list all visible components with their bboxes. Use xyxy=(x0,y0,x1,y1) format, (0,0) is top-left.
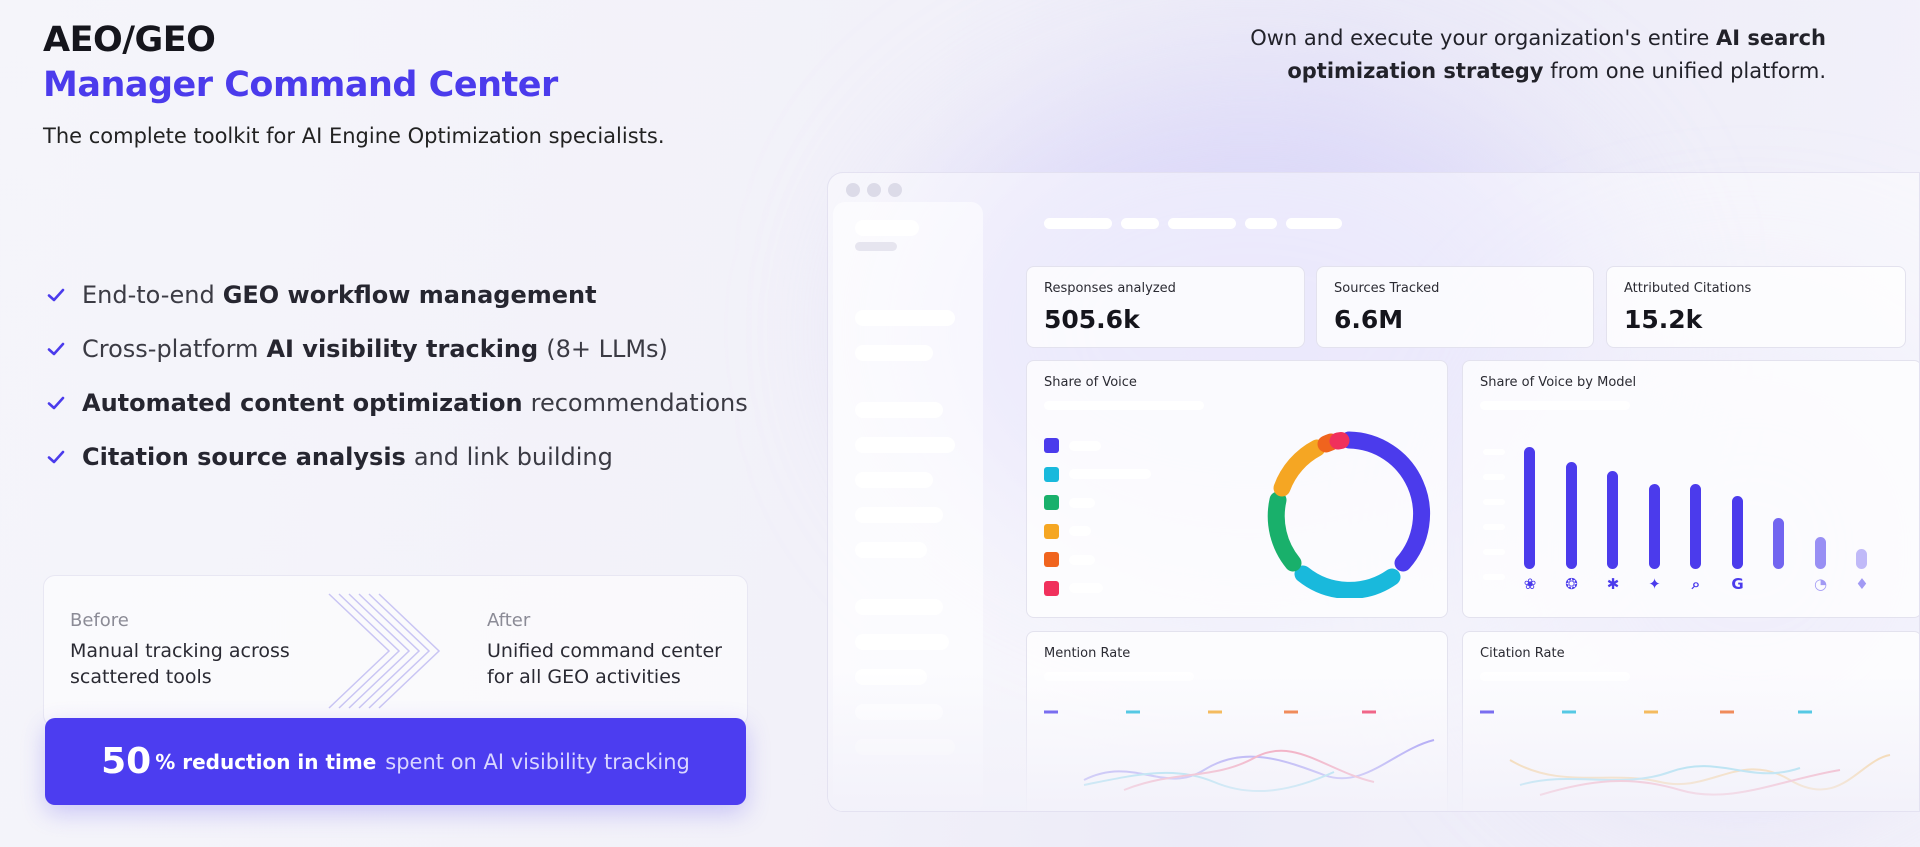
before-after-card: Before Manual tracking across scattered … xyxy=(43,575,748,727)
dashboard-mockup: Responses analyzed 505.6k Sources Tracke… xyxy=(827,172,1920,812)
kpi-value: 15.2k xyxy=(1624,305,1703,334)
google-icon: G xyxy=(1731,575,1744,593)
copilot-icon: ◔ xyxy=(1813,575,1828,593)
check-icon xyxy=(47,450,65,464)
legend-item xyxy=(1044,438,1101,453)
stat-banner: 50 % reduction in time spent on AI visib… xyxy=(45,718,746,805)
donut-segment xyxy=(1340,431,1431,572)
chevron-right-icon xyxy=(328,593,441,709)
card-title: Share of Voice by Model xyxy=(1480,375,1637,390)
check-icon xyxy=(47,288,65,302)
model-bar xyxy=(1565,461,1577,569)
after-column: After Unified command center for all GEO… xyxy=(487,608,747,690)
share-of-voice-donut xyxy=(1267,431,1431,598)
card-title: Citation Rate xyxy=(1480,646,1565,661)
legend-item xyxy=(1044,580,1103,596)
gemini-icon: ✦ xyxy=(1648,575,1661,593)
before-column: Before Manual tracking across scattered … xyxy=(70,608,330,690)
mention-rate-chart xyxy=(1044,710,1435,792)
feature-item: Cross-platform AI visibility tracking (8+ … xyxy=(46,322,748,376)
page-title: AEO/GEO xyxy=(43,20,216,60)
donut-segment xyxy=(1267,491,1302,572)
before-text: Manual tracking across scattered tools xyxy=(70,640,290,688)
legend-item xyxy=(1044,466,1151,482)
model-bar xyxy=(1814,537,1826,569)
model-bar xyxy=(1856,549,1867,569)
stat-number: 50 xyxy=(101,741,152,782)
model-bar xyxy=(1731,495,1743,569)
model-bar xyxy=(1690,483,1701,569)
kpi-card: Responses analyzed 505.6k xyxy=(1026,266,1305,348)
legend-item xyxy=(1044,523,1091,539)
legend-item xyxy=(1044,552,1095,567)
check-icon xyxy=(47,342,65,356)
model-bar xyxy=(1524,447,1535,569)
mock-sidebar xyxy=(833,202,983,811)
window-controls xyxy=(846,183,902,197)
feature-item: Automated content optimization recommenda… xyxy=(46,376,748,430)
citation-rate-chart xyxy=(1480,710,1891,796)
kpi-label: Responses analyzed xyxy=(1044,281,1176,296)
intro-text: Own and execute your organization's enti… xyxy=(1250,26,1826,83)
kpi-card: Sources Tracked 6.6M xyxy=(1316,266,1594,348)
tagline: The complete toolkit for AI Engine Optim… xyxy=(43,124,665,148)
page-subtitle: Manager Command Center xyxy=(43,65,558,105)
card-title: Share of Voice xyxy=(1044,375,1137,390)
perplexity-icon: ✱ xyxy=(1606,575,1620,593)
donut-segment xyxy=(1273,439,1326,497)
check-icon xyxy=(47,396,65,410)
donut-segment xyxy=(1329,432,1350,450)
after-label: After xyxy=(487,610,531,631)
before-label: Before xyxy=(70,610,129,631)
kpi-label: Sources Tracked xyxy=(1334,281,1440,296)
claude-icon: ❂ xyxy=(1565,575,1578,593)
feature-item: End-to-end GEO workflow management xyxy=(46,268,748,322)
card-title: Mention Rate xyxy=(1044,646,1131,661)
kpi-value: 505.6k xyxy=(1044,305,1140,334)
kpi-label: Attributed Citations xyxy=(1624,281,1752,296)
share-of-voice-card: Share of Voice xyxy=(1026,360,1448,618)
stat-bold: % reduction in time xyxy=(155,749,377,774)
other-icon: ♦ xyxy=(1855,575,1869,593)
model-bar xyxy=(1648,483,1660,569)
stat-rest: spent on AI visibility tracking xyxy=(385,749,690,774)
search-icon: ⌕ xyxy=(1691,575,1701,593)
citation-rate-card: Citation Rate xyxy=(1462,631,1919,811)
model-bar xyxy=(1607,471,1618,569)
kpi-value: 6.6M xyxy=(1334,305,1404,334)
share-by-model-card: Share of Voice by Model ❀ ❂ ✱ ✦ ⌕ G ◔ ♦ xyxy=(1462,360,1919,618)
after-text: Unified command center for all GEO activ… xyxy=(487,640,722,688)
kpi-card: Attributed Citations 15.2k xyxy=(1606,266,1906,348)
openai-icon: ❀ xyxy=(1523,575,1537,593)
feature-list: End-to-end GEO workflow management Cross-… xyxy=(46,268,748,484)
mention-rate-card: Mention Rate xyxy=(1026,631,1448,811)
feature-item: Citation source analysis and link buildin… xyxy=(46,430,748,484)
donut-segment xyxy=(1294,565,1401,598)
model-bar xyxy=(1773,517,1784,569)
legend-item xyxy=(1044,495,1095,510)
